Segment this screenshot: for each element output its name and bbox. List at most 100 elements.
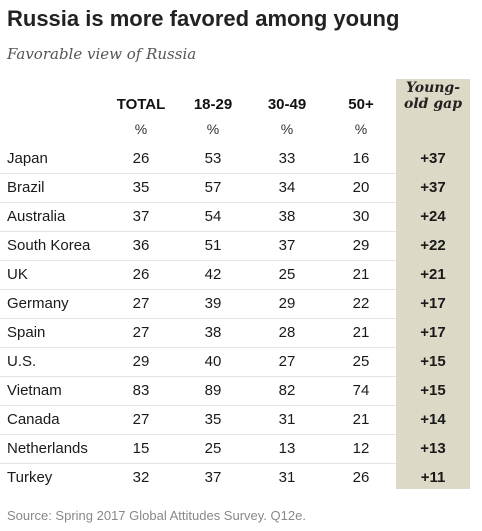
row-divider (0, 202, 396, 203)
age-18-29-cell: 40 (204, 353, 222, 370)
source-note: Source: Spring 2017 Global Attitudes Sur… (7, 508, 306, 523)
row-divider (0, 434, 396, 435)
gap-cell: +37 (420, 150, 446, 167)
column-header-total: TOTAL (116, 96, 166, 113)
age-50-plus-cell: 26 (352, 469, 370, 486)
gap-cell: +21 (420, 266, 446, 283)
age-30-49-cell: 25 (278, 266, 296, 283)
row-divider (0, 231, 396, 232)
age-50-plus-cell: 74 (352, 382, 370, 399)
row-divider (0, 347, 396, 348)
table-row: U.S. 29 40 27 25 +15 (0, 347, 482, 376)
row-divider (0, 318, 396, 319)
age-18-29-cell: 54 (204, 208, 222, 225)
gap-cell: +37 (420, 179, 446, 196)
age-18-29-cell: 89 (204, 382, 222, 399)
total-cell: 15 (132, 440, 150, 457)
age-18-29-cell: 35 (204, 411, 222, 428)
age-18-29-cell: 53 (204, 150, 222, 167)
chart-subtitle: Favorable view of Russia (7, 45, 197, 63)
table-row: Brazil 35 57 34 20 +37 (0, 173, 482, 202)
age-30-49-cell: 31 (278, 469, 296, 486)
age-30-49-cell: 37 (278, 237, 296, 254)
gap-cell: +17 (420, 295, 446, 312)
unit-label-50-plus: % (354, 121, 368, 137)
gap-cell: +15 (420, 382, 446, 399)
total-cell: 27 (132, 295, 150, 312)
age-18-29-cell: 37 (204, 469, 222, 486)
gap-cell: +24 (420, 208, 446, 225)
age-30-49-cell: 33 (278, 150, 296, 167)
total-cell: 35 (132, 179, 150, 196)
table-row: Turkey 32 37 31 26 +11 (0, 463, 482, 492)
country-cell: Brazil (7, 179, 45, 196)
gap-cell: +17 (420, 324, 446, 341)
table-row: Canada 27 35 31 21 +14 (0, 405, 482, 434)
gap-cell: +22 (420, 237, 446, 254)
total-cell: 26 (132, 266, 150, 283)
total-cell: 83 (132, 382, 150, 399)
row-divider (0, 405, 396, 406)
country-cell: Canada (7, 411, 60, 428)
chart-title: Russia is more favored among young (7, 6, 400, 31)
row-divider (0, 376, 396, 377)
table-row: Japan 26 53 33 16 +37 (0, 144, 482, 173)
row-divider (0, 463, 396, 464)
country-cell: Australia (7, 208, 66, 225)
gap-cell: +11 (420, 469, 446, 486)
total-cell: 26 (132, 150, 150, 167)
age-50-plus-cell: 25 (352, 353, 370, 370)
gap-cell: +14 (420, 411, 446, 428)
unit-label-total: % (134, 121, 148, 137)
table-row: UK 26 42 25 21 +21 (0, 260, 482, 289)
total-cell: 32 (132, 469, 150, 486)
table-row: Germany 27 39 29 22 +17 (0, 289, 482, 318)
country-cell: Germany (7, 295, 69, 312)
age-18-29-cell: 42 (204, 266, 222, 283)
gap-header-line-1: Young- (405, 80, 461, 96)
country-cell: UK (7, 266, 28, 283)
age-18-29-cell: 38 (204, 324, 222, 341)
gap-column-highlight (396, 79, 470, 489)
age-50-plus-cell: 16 (352, 150, 370, 167)
country-cell: Netherlands (7, 440, 88, 457)
total-cell: 29 (132, 353, 150, 370)
row-divider (0, 289, 396, 290)
age-50-plus-cell: 29 (352, 237, 370, 254)
total-cell: 37 (132, 208, 150, 225)
age-30-49-cell: 82 (278, 382, 296, 399)
row-divider (0, 260, 396, 261)
age-18-29-cell: 57 (204, 179, 222, 196)
country-cell: Japan (7, 150, 48, 167)
age-50-plus-cell: 21 (352, 411, 370, 428)
age-18-29-cell: 25 (204, 440, 222, 457)
unit-label-30-49: % (280, 121, 294, 137)
age-50-plus-cell: 22 (352, 295, 370, 312)
column-header-50-plus: 50+ (348, 96, 374, 113)
table-row: Vietnam 83 89 82 74 +15 (0, 376, 482, 405)
country-cell: Spain (7, 324, 46, 341)
table-row: Netherlands 15 25 13 12 +13 (0, 434, 482, 463)
age-30-49-cell: 27 (278, 353, 296, 370)
age-30-49-cell: 13 (278, 440, 296, 457)
age-30-49-cell: 38 (278, 208, 296, 225)
gap-cell: +13 (420, 440, 446, 457)
age-50-plus-cell: 20 (352, 179, 370, 196)
table-row: Spain 27 38 28 21 +17 (0, 318, 482, 347)
table-row: South Korea 36 51 37 29 +22 (0, 231, 482, 260)
age-50-plus-cell: 30 (352, 208, 370, 225)
age-30-49-cell: 31 (278, 411, 296, 428)
total-cell: 27 (132, 324, 150, 341)
column-header-30-49: 30-49 (267, 96, 307, 113)
column-header-gap: Young- old gap (396, 80, 470, 112)
age-50-plus-cell: 21 (352, 266, 370, 283)
age-18-29-cell: 39 (204, 295, 222, 312)
age-30-49-cell: 34 (278, 179, 296, 196)
total-cell: 27 (132, 411, 150, 428)
total-cell: 36 (132, 237, 150, 254)
unit-label-18-29: % (206, 121, 220, 137)
table-row: Australia 37 54 38 30 +24 (0, 202, 482, 231)
gap-cell: +15 (420, 353, 446, 370)
country-cell: South Korea (7, 237, 91, 254)
country-cell: U.S. (7, 353, 37, 370)
